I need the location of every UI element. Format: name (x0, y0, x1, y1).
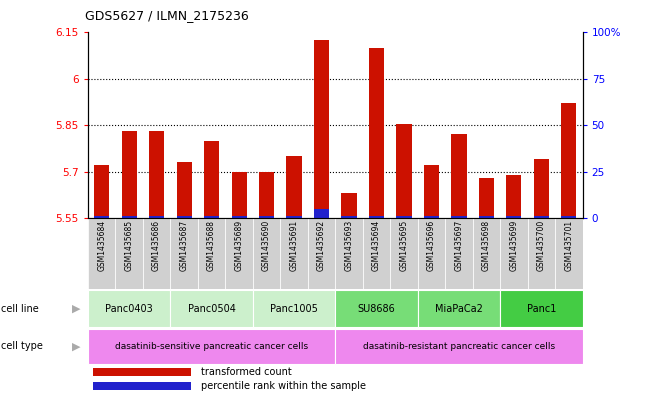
Bar (149, 216, 164, 218)
Bar (555, 218, 583, 289)
Text: GSM1435691: GSM1435691 (290, 220, 299, 271)
Text: GSM1435686: GSM1435686 (152, 220, 161, 271)
Bar (232, 172, 247, 218)
Bar (396, 216, 411, 218)
Text: dasatinib-resistant pancreatic cancer cells: dasatinib-resistant pancreatic cancer ce… (363, 342, 555, 351)
Bar (308, 218, 335, 289)
Bar (93, 382, 191, 390)
Bar (253, 290, 335, 327)
Bar (88, 329, 335, 364)
Bar (149, 131, 164, 218)
Text: MiaPaCa2: MiaPaCa2 (435, 303, 483, 314)
Bar (534, 159, 549, 218)
Bar (94, 216, 109, 218)
Bar (561, 216, 577, 218)
Text: cell line: cell line (1, 303, 39, 314)
Bar (396, 124, 411, 218)
Bar (479, 178, 494, 218)
Text: Panc0403: Panc0403 (105, 303, 153, 314)
Bar (259, 216, 274, 218)
Bar (418, 218, 445, 289)
Bar (528, 218, 555, 289)
Bar (369, 48, 384, 218)
Text: GSM1435695: GSM1435695 (400, 220, 408, 272)
Text: SU8686: SU8686 (357, 303, 395, 314)
Bar (424, 165, 439, 218)
Text: GSM1435688: GSM1435688 (207, 220, 216, 271)
Bar (561, 103, 577, 218)
Bar (390, 218, 418, 289)
Bar (314, 40, 329, 218)
Text: Panc1: Panc1 (527, 303, 556, 314)
Text: GSM1435700: GSM1435700 (537, 220, 546, 272)
Bar (451, 216, 467, 218)
Bar (225, 218, 253, 289)
Bar (335, 290, 418, 327)
Text: ▶: ▶ (72, 342, 80, 351)
Bar (88, 218, 115, 289)
Text: cell type: cell type (1, 342, 43, 351)
Bar (314, 209, 329, 218)
Bar (286, 216, 301, 218)
Bar (506, 175, 521, 218)
Text: GSM1435699: GSM1435699 (510, 220, 518, 272)
Bar (204, 141, 219, 218)
Bar (335, 329, 583, 364)
Bar (424, 216, 439, 218)
Bar (479, 216, 494, 218)
Text: dasatinib-sensitive pancreatic cancer cells: dasatinib-sensitive pancreatic cancer ce… (115, 342, 308, 351)
Text: GSM1435693: GSM1435693 (344, 220, 353, 272)
Text: percentile rank within the sample: percentile rank within the sample (201, 381, 366, 391)
Bar (171, 290, 253, 327)
Bar (88, 290, 171, 327)
Bar (534, 216, 549, 218)
Bar (94, 165, 109, 218)
Text: GSM1435701: GSM1435701 (564, 220, 574, 271)
Bar (500, 218, 528, 289)
Bar (204, 216, 219, 218)
Text: GSM1435687: GSM1435687 (180, 220, 189, 271)
Text: Panc0504: Panc0504 (187, 303, 236, 314)
Bar (259, 172, 274, 218)
Bar (115, 218, 143, 289)
Text: GSM1435690: GSM1435690 (262, 220, 271, 272)
Bar (363, 218, 390, 289)
Bar (176, 216, 191, 218)
Bar (341, 216, 357, 218)
Bar (445, 218, 473, 289)
Bar (122, 216, 137, 218)
Bar (500, 290, 583, 327)
Bar (93, 367, 191, 376)
Text: GSM1435684: GSM1435684 (97, 220, 106, 271)
Bar (281, 218, 308, 289)
Text: GSM1435685: GSM1435685 (124, 220, 133, 271)
Bar (369, 216, 384, 218)
Bar (253, 218, 281, 289)
Text: transformed count: transformed count (201, 367, 292, 377)
Bar (506, 216, 521, 218)
Bar (335, 218, 363, 289)
Bar (198, 218, 225, 289)
Bar (176, 162, 191, 218)
Bar (286, 156, 301, 218)
Bar (143, 218, 171, 289)
Text: GSM1435689: GSM1435689 (234, 220, 243, 271)
Text: GSM1435697: GSM1435697 (454, 220, 464, 272)
Bar (122, 131, 137, 218)
Text: GSM1435692: GSM1435692 (317, 220, 326, 271)
Bar (341, 193, 357, 218)
Bar (451, 134, 467, 218)
Text: GSM1435696: GSM1435696 (427, 220, 436, 272)
Bar (232, 216, 247, 218)
Text: GSM1435694: GSM1435694 (372, 220, 381, 272)
Bar (473, 218, 500, 289)
Text: GDS5627 / ILMN_2175236: GDS5627 / ILMN_2175236 (85, 9, 249, 22)
Bar (171, 218, 198, 289)
Text: Panc1005: Panc1005 (270, 303, 318, 314)
Text: ▶: ▶ (72, 303, 80, 314)
Text: GSM1435698: GSM1435698 (482, 220, 491, 271)
Bar (418, 290, 500, 327)
